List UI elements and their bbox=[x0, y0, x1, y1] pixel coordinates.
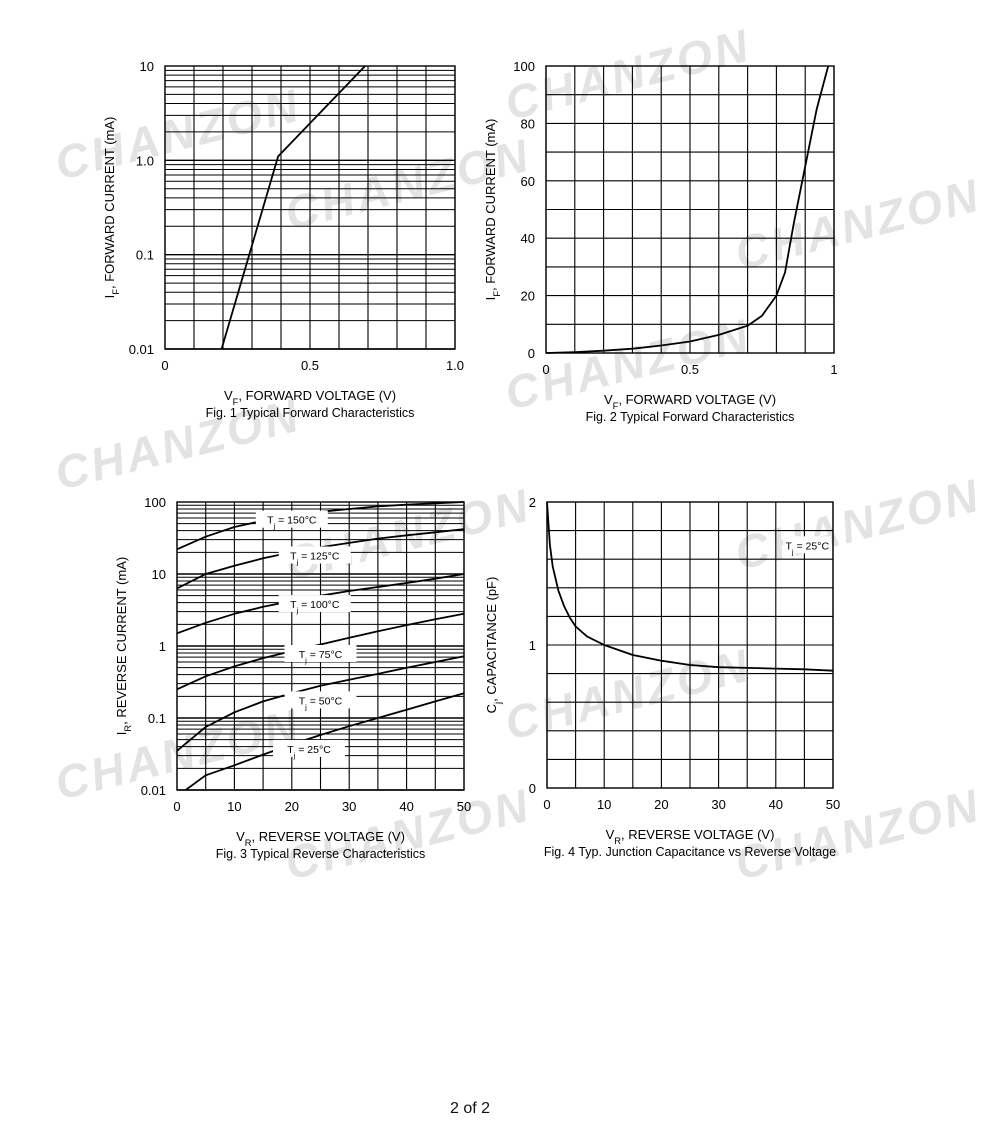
chart-fig1: 0 0.5 1.0 0.01 0.1 1.0 10 VF, FORWARD VOLTAGE (… bbox=[102, 59, 464, 420]
series-label: Tj = 150°C bbox=[267, 515, 317, 531]
x-tick-label: 1.0 bbox=[446, 358, 464, 373]
series-line-Cj bbox=[546, 501, 834, 672]
y-tick-label: 0.1 bbox=[148, 711, 166, 726]
x-tick-label: 20 bbox=[654, 797, 668, 812]
plot-frame bbox=[164, 65, 456, 350]
series-line-IF bbox=[220, 65, 366, 350]
figure-caption: Fig. 4 Typ. Junction Capacitance vs Reve… bbox=[544, 845, 836, 859]
series-line-IF bbox=[545, 65, 830, 354]
x-axis-label: VF, FORWARD VOLTAGE (V) bbox=[604, 392, 776, 411]
x-tick-label: 0 bbox=[543, 797, 550, 812]
series-line-75C bbox=[176, 612, 465, 691]
chart-fig2: 0 0.5 1 0 20 40 60 80 100 VF, FORWARD VOLTAGE (V)… bbox=[483, 59, 838, 424]
y-tick-label: 0 bbox=[528, 346, 535, 361]
annotation-bg bbox=[783, 536, 832, 554]
chart-fig3: 0 10 20 30 40 50 0.01 0.1 1 10 100 VR, REVERSE VOLT… bbox=[114, 495, 471, 861]
y-tick-label: 0.1 bbox=[136, 248, 154, 263]
watermark-text: CHANZON bbox=[50, 699, 306, 810]
series-label-bg bbox=[255, 510, 328, 528]
x-tick-label: 20 bbox=[285, 799, 299, 814]
y-tick-label: 20 bbox=[521, 289, 535, 304]
watermark-text: CHANZON bbox=[730, 169, 986, 280]
x-tick-label: 10 bbox=[227, 799, 241, 814]
series-label-bg bbox=[278, 595, 351, 613]
y-axis-label: Cj, CAPACITANCE (pF) bbox=[484, 577, 503, 714]
grid bbox=[164, 65, 456, 350]
y-tick-label: 2 bbox=[529, 495, 536, 510]
y-axis-label: IF, FORWARD CURRENT (mA) bbox=[102, 117, 121, 299]
watermark-text: CHANZON bbox=[500, 639, 756, 750]
x-axis-label: VR, REVERSE VOLTAGE (V) bbox=[606, 827, 775, 846]
x-tick-label: 0.5 bbox=[681, 362, 699, 377]
y-tick-label: 40 bbox=[521, 231, 535, 246]
x-tick-label: 10 bbox=[597, 797, 611, 812]
watermark-text: CHANZON bbox=[50, 79, 306, 190]
y-tick-label: 10 bbox=[140, 59, 154, 74]
series-label: Tj = 50°C bbox=[299, 695, 343, 711]
x-axis-label: VR, REVERSE VOLTAGE (V) bbox=[236, 829, 405, 848]
figure-caption: Fig. 1 Typical Forward Characteristics bbox=[206, 406, 415, 420]
x-tick-label: 50 bbox=[457, 799, 471, 814]
plot-frame bbox=[176, 501, 465, 791]
watermark-layer: CHANZON CHANZON CHANZON CHANZON CHANZON CHANZ… bbox=[50, 19, 986, 890]
y-tick-label: 1.0 bbox=[136, 153, 154, 168]
y-tick-label: 80 bbox=[521, 116, 535, 131]
x-tick-label: 0 bbox=[173, 799, 180, 814]
x-tick-label: 40 bbox=[399, 799, 413, 814]
watermark-text: CHANZON bbox=[500, 19, 756, 130]
y-tick-label: 60 bbox=[521, 174, 535, 189]
series-label-bg bbox=[278, 546, 351, 564]
series-line-25C bbox=[185, 692, 465, 791]
x-axis-label: VF, FORWARD VOLTAGE (V) bbox=[224, 388, 396, 407]
y-tick-label: 0.01 bbox=[129, 342, 154, 357]
y-tick-label: 0 bbox=[529, 781, 536, 796]
series-label: Tj = 100°C bbox=[290, 599, 340, 615]
watermark-text: CHANZON bbox=[730, 469, 986, 580]
y-axis-label: IF, FORWARD CURRENT (mA) bbox=[483, 119, 502, 301]
x-tick-label: 50 bbox=[826, 797, 840, 812]
series-label: Tj = 25°C bbox=[287, 744, 331, 760]
x-tick-label: 0 bbox=[161, 358, 168, 373]
y-tick-label: 10 bbox=[152, 567, 166, 582]
y-tick-label: 1 bbox=[529, 638, 536, 653]
figure-caption: Fig. 2 Typical Forward Characteristics bbox=[586, 410, 795, 424]
y-tick-label: 0.01 bbox=[141, 783, 166, 798]
series-line-50C bbox=[176, 655, 465, 752]
y-tick-label: 100 bbox=[144, 495, 166, 510]
x-tick-label: 0 bbox=[542, 362, 549, 377]
series-label: Tj = 75°C bbox=[299, 649, 343, 665]
x-tick-label: 0.5 bbox=[301, 358, 319, 373]
plot-frame bbox=[545, 65, 835, 354]
watermark-text: CHANZON bbox=[280, 479, 536, 590]
series-label: Tj = 125°C bbox=[290, 551, 340, 567]
x-tick-label: 30 bbox=[342, 799, 356, 814]
page-number: 2 of 2 bbox=[0, 1100, 940, 1118]
x-tick-label: 30 bbox=[711, 797, 725, 812]
x-tick-label: 1 bbox=[830, 362, 837, 377]
page-current: 2 bbox=[449, 1100, 459, 1117]
plot-frame bbox=[546, 501, 834, 789]
x-tick-label: 40 bbox=[769, 797, 783, 812]
page-total: 2 bbox=[481, 1100, 491, 1117]
chart-fig4: 0 10 20 30 40 50 0 1 2 VR, REVERSE VOLTAGE (V) Cj,… bbox=[484, 495, 840, 859]
y-axis-label: IR, REVERSE CURRENT (mA) bbox=[114, 557, 133, 735]
figure-caption: Fig. 3 Typical Reverse Characteristics bbox=[216, 847, 426, 861]
series-label-bg bbox=[273, 739, 346, 757]
y-tick-label: 100 bbox=[513, 59, 535, 74]
series-label-bg bbox=[284, 691, 357, 709]
annotation-label: Tj = 25°C bbox=[785, 540, 829, 556]
page-of-label: of bbox=[463, 1100, 477, 1117]
series-label-bg bbox=[284, 644, 357, 662]
y-tick-label: 1 bbox=[159, 639, 166, 654]
